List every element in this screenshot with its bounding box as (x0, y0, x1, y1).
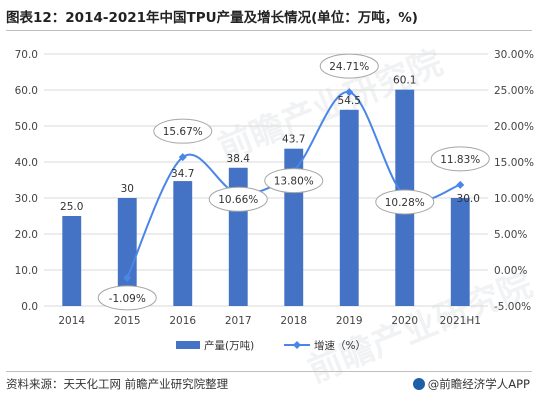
bar-value-label: 30 (121, 183, 134, 195)
legend-bar-label: 产量(万吨) (204, 339, 254, 352)
left-tick-label: 70.0 (15, 49, 38, 61)
left-tick-label: 20.0 (15, 229, 38, 241)
left-tick-label: 50.0 (15, 121, 38, 133)
right-tick-label: 15.00% (494, 157, 534, 169)
growth-value-label: 24.71% (329, 61, 369, 73)
left-tick-label: 0.0 (21, 301, 38, 313)
x-tick-label: 2020 (391, 315, 418, 327)
right-tick-label: 0.00% (494, 265, 527, 277)
left-tick-label: 60.0 (15, 85, 38, 97)
growth-bubble (208, 186, 268, 212)
growth-value-label: 10.66% (218, 194, 258, 206)
x-tick-label: 2018 (280, 315, 307, 327)
growth-bubble (153, 118, 213, 144)
right-tick-label: 10.00% (494, 193, 534, 205)
bar (450, 198, 470, 306)
right-tick-label: 30.00% (494, 49, 534, 61)
growth-value-label: 10.28% (385, 197, 425, 209)
growth-bubble (375, 189, 435, 215)
legend-line-marker (293, 341, 301, 349)
growth-value-label: -1.09% (109, 293, 146, 305)
left-tick-label: 40.0 (15, 157, 38, 169)
bar-value-label: 43.7 (282, 134, 305, 146)
growth-value-label: 13.80% (274, 176, 314, 188)
bar-value-label: 38.4 (227, 153, 251, 165)
source-note: 资料来源：天天化工网 前瞻产业研究院整理 (6, 377, 229, 391)
chart-title: 图表12：2014-2021年中国TPU产量及增长情况(单位：万吨，%) (6, 10, 418, 26)
right-tick-label: -5.00% (494, 301, 531, 313)
bar (62, 216, 82, 306)
x-tick-label: 2019 (336, 315, 363, 327)
bar-value-label: 34.7 (171, 168, 194, 180)
growth-point (345, 88, 354, 97)
bar-value-label: 30.0 (457, 193, 480, 205)
bar (173, 181, 193, 306)
x-tick-label: 2014 (58, 315, 85, 327)
left-tick-label: 30.0 (15, 193, 38, 205)
growth-value-label: 15.67% (163, 126, 203, 138)
growth-bubble (97, 285, 157, 311)
bar (117, 198, 137, 306)
left-tick-label: 10.0 (15, 265, 38, 277)
growth-point (456, 180, 465, 189)
combo-chart: 0.0 10.0 20.0 30.0 40.0 50.0 60.0 70.0 -5.00% 0.0… (15, 49, 534, 352)
right-tick-label: 20.00% (494, 121, 534, 133)
legend-bar-swatch (176, 341, 200, 349)
right-tick-label: 5.00% (494, 229, 527, 241)
growth-point (178, 153, 187, 162)
x-tick-label: 2017 (225, 315, 252, 327)
legend-line-label: 增速（%） (314, 339, 366, 352)
x-tick-label: 2015 (114, 315, 141, 327)
source-divider (6, 371, 532, 372)
bar-value-label: 54.5 (338, 95, 361, 107)
brand-logo-icon (412, 378, 425, 390)
bar-value-label: 60.1 (393, 75, 416, 87)
growth-bubble (264, 168, 324, 194)
growth-bubble (319, 53, 379, 79)
title-divider (6, 30, 532, 31)
credit: @前瞻经济学人APP (412, 376, 530, 392)
bar (339, 109, 359, 306)
x-tick-label: 2016 (169, 315, 196, 327)
growth-value-label: 11.83% (440, 154, 480, 166)
right-tick-label: 25.00% (494, 85, 534, 97)
bar-value-label: 25.0 (60, 201, 83, 213)
growth-point (123, 273, 132, 282)
credit-text: @前瞻经济学人APP (427, 377, 530, 391)
growth-bubble (430, 146, 490, 172)
x-tick-label: 2021H1 (440, 315, 481, 327)
